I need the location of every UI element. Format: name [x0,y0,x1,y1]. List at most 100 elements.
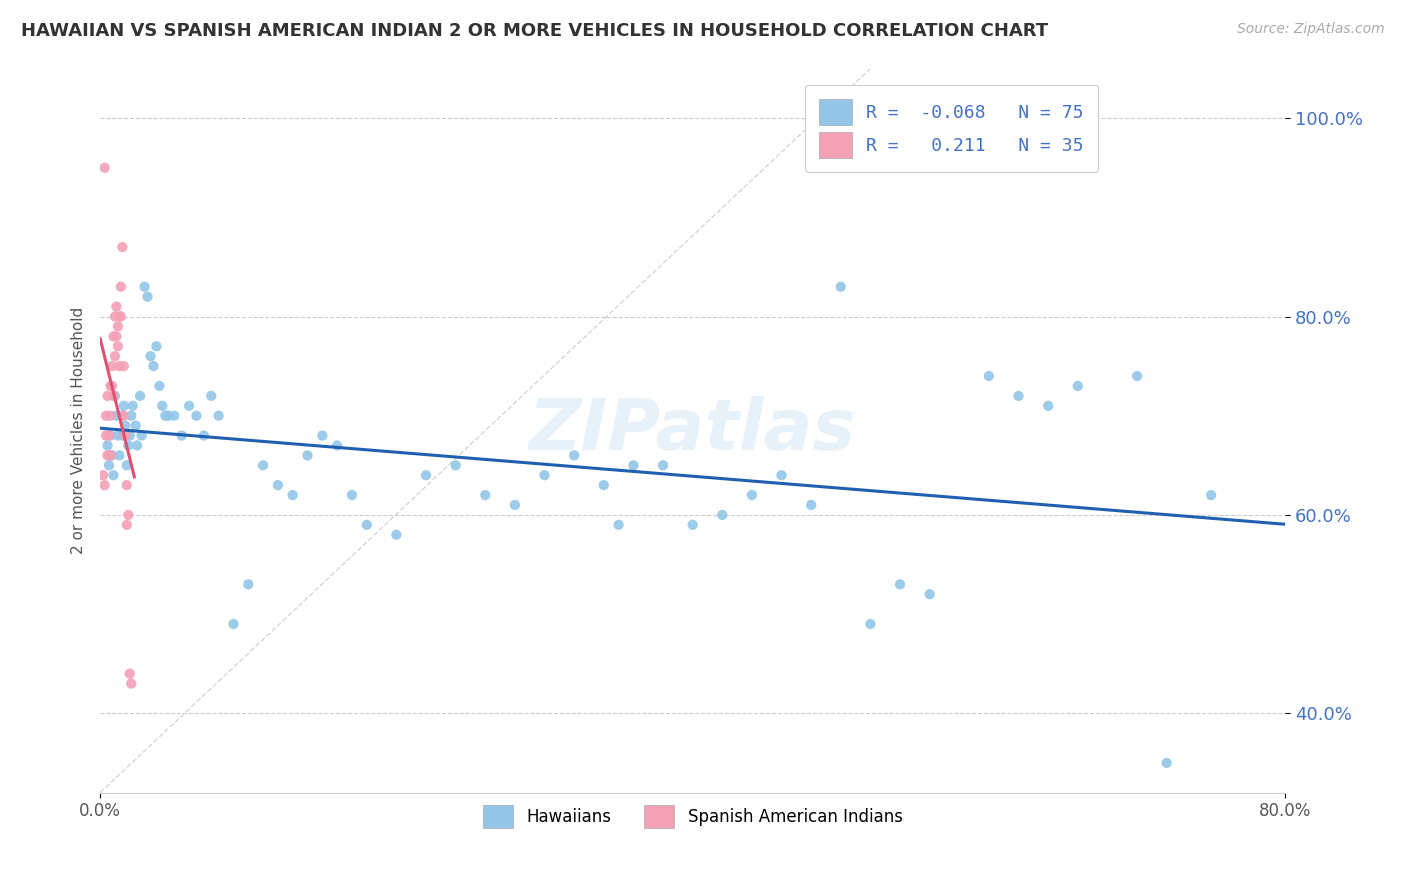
Point [311,428,333,442]
Point [114,428,136,442]
Point [103,389,125,403]
Point [200,389,222,403]
Point [889,577,911,591]
Point [1126,369,1149,384]
Point [96,449,118,463]
Point [682,517,704,532]
Point [105,329,128,343]
Point [562,449,585,463]
Point [112,409,135,423]
Point [267,478,290,492]
Point [1199,488,1222,502]
Point [115,458,138,473]
Legend: Hawaiians, Spanish American Indians: Hawaiians, Spanish American Indians [477,798,910,835]
Point [125,418,148,433]
Point [108,359,131,373]
Text: Source: ZipAtlas.com: Source: ZipAtlas.com [1237,22,1385,37]
Point [356,517,378,532]
Point [121,399,143,413]
Point [177,399,200,413]
Point [281,488,304,502]
Point [131,428,153,442]
Point [104,310,127,324]
Point [385,527,408,541]
Point [145,339,167,353]
Point [297,449,319,463]
Point [222,617,245,632]
Point [101,379,124,393]
Point [104,389,127,403]
Point [120,676,142,690]
Point [800,498,823,512]
Point [1156,756,1178,770]
Point [136,290,159,304]
Point [118,666,141,681]
Point [117,508,139,522]
Point [98,449,121,463]
Point [105,409,128,423]
Point [104,349,127,363]
Point [118,428,141,442]
Point [91,468,114,483]
Point [107,339,129,353]
Text: HAWAIIAN VS SPANISH AMERICAN INDIAN 2 OR MORE VEHICLES IN HOUSEHOLD CORRELATION : HAWAIIAN VS SPANISH AMERICAN INDIAN 2 OR… [21,22,1049,40]
Point [652,458,675,473]
Point [103,329,125,343]
Point [770,468,793,483]
Point [238,577,260,591]
Point [741,488,763,502]
Point [110,310,132,324]
Point [108,310,131,324]
Point [103,468,125,483]
Point [111,428,134,442]
Point [93,478,115,492]
Point [252,458,274,473]
Point [1036,399,1059,413]
Point [110,279,132,293]
Point [115,517,138,532]
Point [127,438,149,452]
Point [474,488,496,502]
Point [107,428,129,442]
Point [100,449,122,463]
Point [100,409,122,423]
Point [115,478,138,492]
Point [101,359,124,373]
Point [112,399,135,413]
Text: ZIPatlas: ZIPatlas [529,396,856,465]
Point [533,468,555,483]
Point [155,409,177,423]
Point [129,389,152,403]
Point [148,379,170,393]
Point [100,428,122,442]
Point [163,409,186,423]
Point [1067,379,1090,393]
Point [621,458,644,473]
Point [207,409,229,423]
Point [120,409,142,423]
Point [503,498,526,512]
Point [98,458,121,473]
Point [94,409,117,423]
Point [340,488,363,502]
Point [111,240,134,254]
Point [326,438,349,452]
Point [96,389,118,403]
Point [98,428,121,442]
Y-axis label: 2 or more Vehicles in Household: 2 or more Vehicles in Household [72,307,86,554]
Point [977,369,1000,384]
Point [592,478,614,492]
Point [96,438,118,452]
Point [150,399,173,413]
Point [444,458,467,473]
Point [108,449,131,463]
Point [830,279,852,293]
Point [607,517,630,532]
Point [114,418,136,433]
Point [193,428,215,442]
Point [94,428,117,442]
Point [186,409,208,423]
Point [100,379,122,393]
Point [918,587,941,601]
Point [1007,389,1029,403]
